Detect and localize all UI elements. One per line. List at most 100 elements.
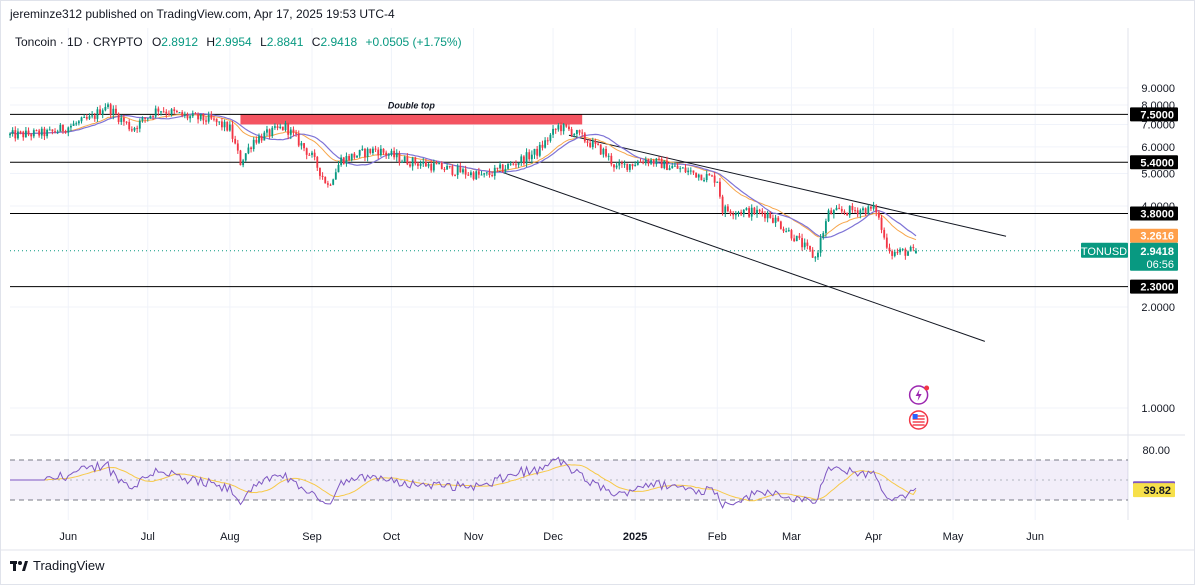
candle-body bbox=[165, 111, 168, 114]
candle-body bbox=[729, 211, 732, 215]
candle bbox=[48, 126, 51, 131]
candle bbox=[880, 214, 883, 234]
candle-body bbox=[761, 211, 764, 214]
candle-body bbox=[830, 210, 833, 215]
candle-body bbox=[451, 165, 454, 175]
candle bbox=[374, 145, 377, 152]
level-badge-bg bbox=[1130, 206, 1178, 221]
countdown-label: 06:56 bbox=[1146, 259, 1174, 271]
candle bbox=[424, 158, 427, 167]
candle bbox=[745, 207, 748, 211]
candle bbox=[125, 121, 128, 125]
candle-body bbox=[59, 124, 62, 132]
candle-body bbox=[801, 238, 803, 248]
candle bbox=[864, 207, 867, 216]
candle bbox=[700, 174, 703, 181]
candle-body bbox=[292, 129, 295, 133]
candle-body bbox=[676, 165, 679, 169]
candle-body bbox=[753, 207, 756, 215]
candle-body bbox=[99, 109, 101, 115]
candle bbox=[570, 126, 573, 138]
candle bbox=[93, 112, 96, 122]
candle-body bbox=[507, 164, 509, 169]
candle bbox=[440, 161, 443, 170]
candle bbox=[202, 113, 205, 125]
candle-body bbox=[764, 213, 766, 219]
candle bbox=[575, 129, 578, 138]
candle-body bbox=[379, 148, 382, 156]
candle-body bbox=[70, 125, 72, 128]
candle bbox=[626, 163, 629, 172]
candle-body bbox=[915, 250, 917, 254]
candle-body bbox=[607, 155, 610, 157]
double-top-zone: Double top bbox=[240, 100, 583, 125]
candle bbox=[599, 144, 602, 156]
candle-body bbox=[748, 208, 751, 217]
candle bbox=[867, 204, 870, 215]
candle bbox=[146, 118, 149, 122]
candle bbox=[774, 214, 777, 227]
candle bbox=[621, 160, 623, 168]
candle bbox=[297, 130, 300, 148]
candle bbox=[9, 132, 11, 139]
candle bbox=[62, 124, 64, 134]
candle-body bbox=[287, 122, 290, 135]
candle-body bbox=[239, 150, 242, 166]
candle bbox=[361, 145, 364, 151]
candle bbox=[432, 159, 435, 173]
candle bbox=[326, 180, 329, 188]
candle bbox=[573, 133, 576, 138]
candle bbox=[885, 233, 888, 250]
candle bbox=[485, 171, 488, 176]
candle bbox=[395, 149, 398, 162]
candle-body bbox=[907, 251, 909, 256]
candle bbox=[716, 181, 719, 183]
candle bbox=[324, 176, 327, 184]
candle-body bbox=[581, 132, 584, 134]
candle bbox=[115, 105, 117, 115]
candle-body bbox=[719, 181, 721, 197]
candle-body bbox=[321, 175, 324, 177]
candle bbox=[586, 139, 589, 147]
candle bbox=[234, 135, 237, 145]
candle bbox=[205, 116, 207, 125]
level-badge-label: 7.5000 bbox=[1140, 109, 1174, 121]
candle bbox=[371, 146, 374, 155]
candle-body bbox=[316, 156, 319, 168]
candle bbox=[628, 163, 631, 173]
candle-body bbox=[356, 155, 358, 158]
candle-body bbox=[899, 249, 902, 253]
candle-body bbox=[846, 212, 849, 216]
candle-body bbox=[809, 245, 811, 250]
candle bbox=[697, 173, 700, 181]
candle-body bbox=[785, 231, 788, 233]
candle bbox=[19, 130, 22, 135]
candle bbox=[602, 147, 605, 158]
candle-body bbox=[512, 163, 515, 165]
candle-body bbox=[247, 147, 250, 154]
candle bbox=[703, 177, 705, 183]
candle-body bbox=[403, 156, 406, 162]
candle-body bbox=[679, 168, 682, 170]
candle bbox=[692, 170, 695, 175]
level-badge: 2.3000 bbox=[1130, 279, 1178, 294]
rsi-line bbox=[10, 456, 917, 510]
candle bbox=[581, 129, 584, 137]
candle-body bbox=[101, 110, 104, 115]
candle-body bbox=[96, 109, 99, 119]
change-value: +0.0505 (+1.75%) bbox=[366, 35, 462, 49]
candle-body bbox=[893, 252, 896, 256]
candle-body bbox=[740, 212, 743, 215]
candle bbox=[639, 158, 642, 163]
candle bbox=[385, 150, 388, 159]
candle bbox=[721, 194, 724, 216]
candle-body bbox=[175, 110, 178, 113]
candle-body bbox=[660, 158, 663, 169]
candle-body bbox=[885, 237, 888, 248]
candle-body bbox=[742, 209, 745, 215]
candle-body bbox=[32, 130, 35, 137]
candle bbox=[284, 120, 287, 132]
candle-body bbox=[488, 172, 491, 176]
candle-body bbox=[342, 157, 345, 164]
